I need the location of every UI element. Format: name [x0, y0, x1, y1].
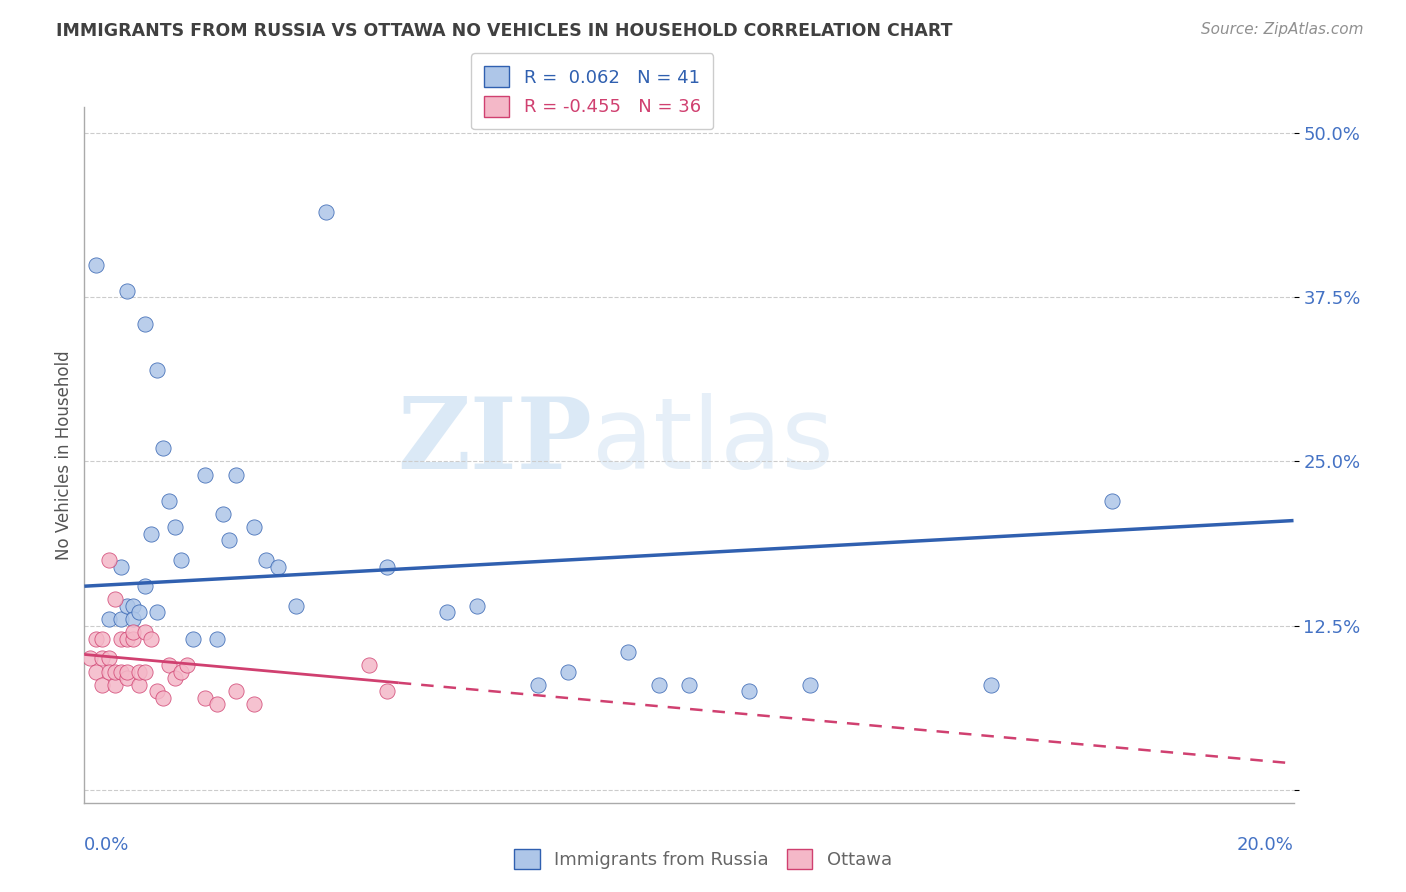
Point — [218, 533, 240, 548]
Point — [181, 632, 204, 646]
Text: 20.0%: 20.0% — [1237, 836, 1294, 854]
Text: IMMIGRANTS FROM RUSSIA VS OTTAWA NO VEHICLES IN HOUSEHOLD CORRELATION CHART: IMMIGRANTS FROM RUSSIA VS OTTAWA NO VEHI… — [56, 22, 953, 40]
Point — [134, 579, 156, 593]
Point — [79, 651, 101, 665]
Point — [225, 684, 247, 698]
Text: atlas: atlas — [592, 392, 834, 490]
Point — [86, 258, 108, 272]
Point — [152, 442, 174, 456]
Point — [146, 606, 169, 620]
Point — [170, 665, 193, 679]
Point — [157, 494, 180, 508]
Point — [115, 632, 138, 646]
Point — [91, 651, 114, 665]
Point — [212, 507, 235, 521]
Point — [157, 657, 180, 672]
Point — [170, 553, 193, 567]
Point — [115, 665, 138, 679]
Point — [110, 665, 132, 679]
Point — [1101, 494, 1123, 508]
Point — [110, 559, 132, 574]
Legend: R =  0.062   N = 41, R = -0.455   N = 36: R = 0.062 N = 41, R = -0.455 N = 36 — [471, 54, 713, 129]
Point — [104, 592, 127, 607]
Point — [194, 467, 217, 482]
Point — [267, 559, 290, 574]
Point — [980, 678, 1002, 692]
Point — [139, 632, 162, 646]
Point — [738, 684, 761, 698]
Point — [121, 599, 143, 613]
Point — [91, 632, 114, 646]
Point — [242, 520, 264, 534]
Point — [152, 690, 174, 705]
Point — [134, 317, 156, 331]
Point — [128, 678, 150, 692]
Point — [115, 599, 138, 613]
Text: 0.0%: 0.0% — [84, 836, 129, 854]
Point — [617, 645, 640, 659]
Point — [527, 678, 550, 692]
Point — [242, 698, 264, 712]
Point — [165, 520, 187, 534]
Point — [110, 612, 132, 626]
Point — [254, 553, 277, 567]
Point — [139, 526, 162, 541]
Point — [285, 599, 308, 613]
Point — [375, 559, 398, 574]
Point — [357, 657, 380, 672]
Point — [176, 657, 198, 672]
Legend: Immigrants from Russia, Ottawa: Immigrants from Russia, Ottawa — [505, 839, 901, 879]
Point — [104, 678, 127, 692]
Point — [128, 606, 150, 620]
Point — [194, 690, 217, 705]
Point — [86, 665, 108, 679]
Point — [146, 362, 169, 376]
Point — [115, 284, 138, 298]
Point — [97, 612, 120, 626]
Point — [121, 632, 143, 646]
Point — [678, 678, 700, 692]
Point — [115, 671, 138, 685]
Point — [207, 632, 229, 646]
Point — [134, 625, 156, 640]
Point — [86, 632, 108, 646]
Point — [104, 665, 127, 679]
Point — [97, 665, 120, 679]
Text: Source: ZipAtlas.com: Source: ZipAtlas.com — [1201, 22, 1364, 37]
Point — [134, 665, 156, 679]
Point — [91, 678, 114, 692]
Point — [207, 698, 229, 712]
Point — [315, 205, 337, 219]
Point — [121, 612, 143, 626]
Point — [648, 678, 671, 692]
Point — [97, 553, 120, 567]
Text: ZIP: ZIP — [398, 392, 592, 490]
Point — [799, 678, 821, 692]
Y-axis label: No Vehicles in Household: No Vehicles in Household — [55, 350, 73, 560]
Point — [97, 651, 120, 665]
Point — [128, 665, 150, 679]
Point — [146, 684, 169, 698]
Point — [225, 467, 247, 482]
Point — [557, 665, 579, 679]
Point — [467, 599, 489, 613]
Point — [436, 606, 458, 620]
Point — [121, 625, 143, 640]
Point — [165, 671, 187, 685]
Point — [110, 632, 132, 646]
Point — [375, 684, 398, 698]
